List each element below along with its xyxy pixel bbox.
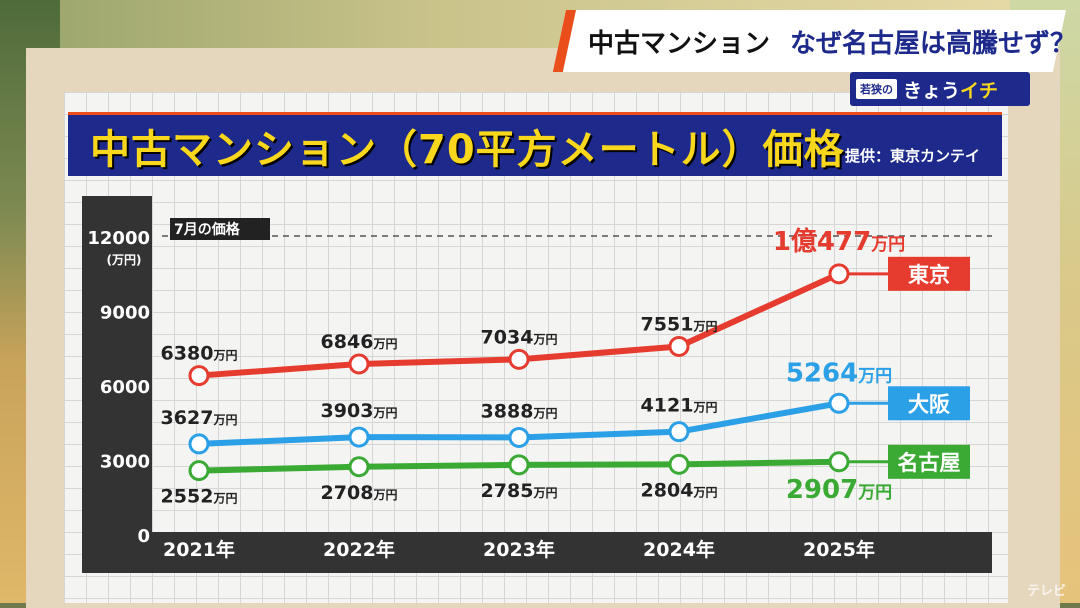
legend-tag-名古屋 bbox=[888, 444, 970, 479]
data-label-unit: 万円 bbox=[692, 319, 717, 333]
data-label-unit: 万円 bbox=[212, 349, 237, 363]
data-label-unit: 万円 bbox=[857, 366, 892, 386]
data-point bbox=[828, 263, 850, 285]
data-label-unit: 万円 bbox=[212, 413, 237, 427]
data-label-unit: 万円 bbox=[372, 337, 397, 351]
data-label-unit: 万円 bbox=[532, 486, 557, 500]
data-label-value: 2785 bbox=[481, 480, 534, 502]
data-point bbox=[348, 353, 370, 375]
chart-board bbox=[64, 92, 1008, 603]
data-label: 3903万円 bbox=[321, 400, 398, 422]
x-tick-label: 2025年 bbox=[803, 538, 875, 561]
y-tick-label: 3000 bbox=[100, 452, 150, 473]
data-label-value: 3903 bbox=[321, 400, 374, 422]
data-label: 6380万円 bbox=[161, 343, 238, 365]
data-label-unit: 万円 bbox=[857, 483, 892, 503]
chart-title: 中古マンション（70平方メートル）価格 bbox=[90, 126, 845, 173]
data-label-value: 7034 bbox=[481, 326, 534, 348]
legend-label: 名古屋 bbox=[898, 451, 961, 475]
data-label: 1億477万円 bbox=[773, 227, 905, 257]
data-label: 2785万円 bbox=[481, 480, 558, 502]
x-tick-label: 2023年 bbox=[483, 538, 555, 561]
logo-prefix: きょう bbox=[903, 79, 961, 102]
data-label-value: 6846 bbox=[321, 331, 374, 353]
data-label: 3627万円 bbox=[161, 407, 238, 429]
data-label: 3888万円 bbox=[481, 400, 558, 422]
data-point bbox=[828, 451, 850, 473]
data-point bbox=[668, 335, 690, 357]
data-label: 2708万円 bbox=[321, 482, 398, 504]
data-label-value: 5264 bbox=[786, 358, 858, 388]
data-point bbox=[188, 433, 210, 455]
data-label-unit: 万円 bbox=[372, 488, 397, 502]
data-label-value: 4121 bbox=[641, 395, 694, 417]
data-label-value: 2907 bbox=[786, 475, 858, 505]
y-tick-label: 0 bbox=[137, 526, 150, 547]
data-label-unit: 万円 bbox=[692, 485, 717, 499]
data-label-unit: 万円 bbox=[532, 406, 557, 420]
data-label: 6846万円 bbox=[321, 331, 398, 353]
data-point bbox=[668, 421, 690, 443]
y-tick-label: 12000 bbox=[87, 228, 150, 249]
annotation-box bbox=[170, 218, 270, 240]
program-logo: 若狭の きょうイチ bbox=[850, 72, 1030, 106]
x-tick-label: 2022年 bbox=[323, 538, 395, 561]
data-label-unit: 万円 bbox=[372, 406, 397, 420]
data-label-value: 2804 bbox=[641, 479, 694, 501]
data-label: 4121万円 bbox=[641, 395, 718, 417]
legend-label: 東京 bbox=[908, 263, 950, 287]
data-label-value: 2708 bbox=[321, 482, 374, 504]
data-label-value: 3627 bbox=[161, 407, 214, 429]
data-label: 2552万円 bbox=[161, 486, 238, 508]
logo-small-text: 若狭の bbox=[856, 79, 897, 99]
data-label-value: 2552 bbox=[161, 486, 214, 508]
data-point bbox=[508, 454, 530, 476]
banner-topic: 中古マンション bbox=[588, 28, 771, 59]
data-point bbox=[508, 426, 530, 448]
data-label: 7551万円 bbox=[641, 313, 718, 335]
channel-watermark: テレビ bbox=[1026, 584, 1066, 599]
data-point bbox=[668, 453, 690, 475]
chart-source: 提供：東京カンテイ bbox=[844, 147, 980, 165]
data-label-unit: 万円 bbox=[692, 401, 717, 415]
y-axis-unit: (万円) bbox=[107, 253, 142, 267]
x-tick-label: 2024年 bbox=[643, 538, 715, 561]
data-label-value: 6380 bbox=[161, 343, 214, 365]
chart-title-bar: 中古マンション（70平方メートル）価格 提供：東京カンテイ bbox=[68, 112, 1002, 176]
x-tick-label: 2021年 bbox=[163, 538, 235, 561]
banner-question: なぜ名古屋は高騰せず？ bbox=[790, 28, 1077, 59]
legend-tag-大阪 bbox=[888, 386, 970, 421]
data-label-unit: 万円 bbox=[532, 332, 557, 346]
legend-tag-東京 bbox=[888, 256, 970, 291]
data-point bbox=[188, 365, 210, 387]
data-label: 7034万円 bbox=[481, 326, 558, 348]
data-label-unit: 万円 bbox=[870, 235, 905, 255]
legend-label: 大阪 bbox=[908, 392, 951, 416]
x-axis-strip bbox=[152, 532, 992, 573]
data-label-value: 3888 bbox=[481, 400, 534, 422]
data-point bbox=[188, 460, 210, 482]
data-point bbox=[348, 426, 370, 448]
data-label: 5264万円 bbox=[786, 358, 892, 388]
data-point bbox=[508, 348, 530, 370]
topic-banner-text: 中古マンション なぜ名古屋は高騰せず？ bbox=[588, 18, 1076, 64]
data-label-value: 7551 bbox=[641, 313, 694, 335]
data-label: 2804万円 bbox=[641, 479, 718, 501]
y-axis-strip bbox=[82, 196, 152, 573]
y-tick-label: 6000 bbox=[100, 377, 150, 398]
data-label: 2907万円 bbox=[786, 475, 892, 505]
logo-big-text: きょうイチ bbox=[903, 76, 998, 103]
data-point bbox=[828, 392, 850, 414]
logo-accent: イチ bbox=[960, 79, 999, 102]
data-label-value: 1億477 bbox=[773, 227, 871, 257]
data-point bbox=[348, 456, 370, 478]
data-label-unit: 万円 bbox=[212, 492, 237, 506]
y-tick-label: 9000 bbox=[100, 303, 150, 324]
annotation-text: 7月の価格 bbox=[174, 221, 241, 238]
line-chart: 0 3000 6000 9000 12000 (万円) 2021年 2022年 2023年 202… bbox=[82, 196, 992, 573]
